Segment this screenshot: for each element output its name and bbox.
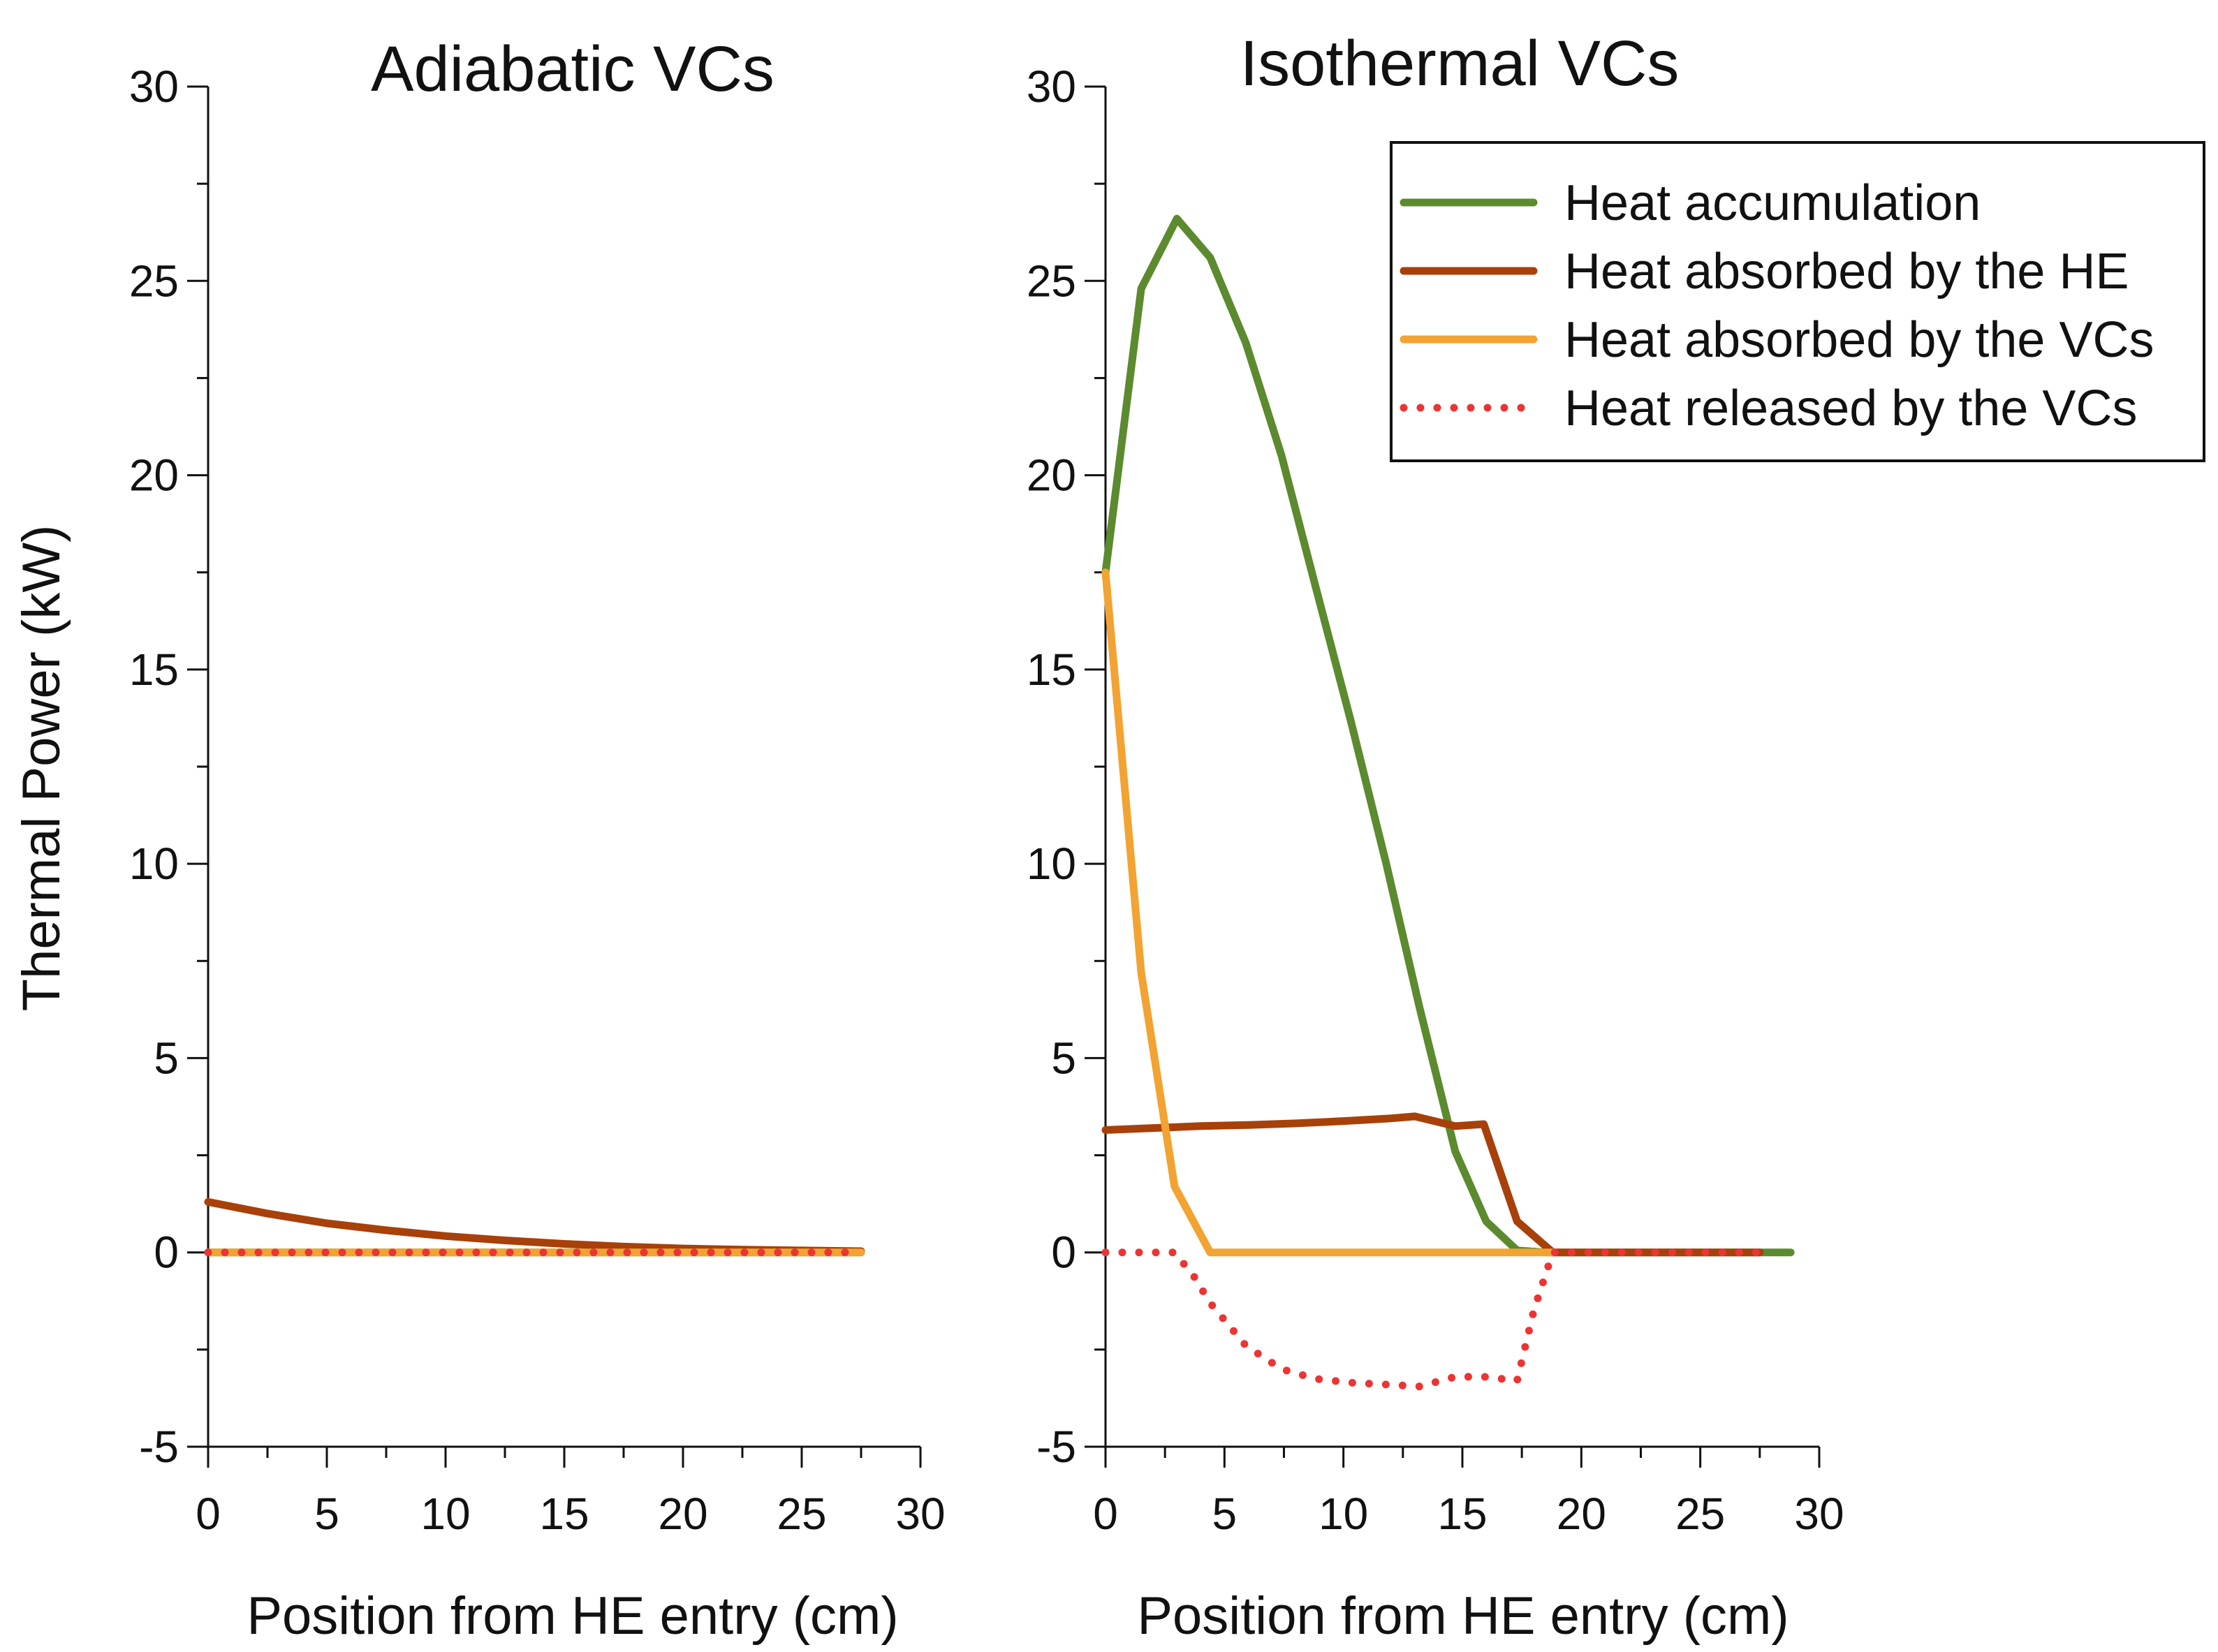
y-tick-label: 5 [154,1033,179,1083]
y-tick-label: 25 [129,256,179,306]
y-tick-label: 10 [1027,839,1076,889]
legend-label: Heat absorbed by the VCs [1564,312,2154,368]
y-tick-label: -5 [139,1422,179,1472]
y-tick-label: 5 [1051,1033,1076,1083]
y-tick-label: 25 [1027,256,1076,306]
x-tick-label: 15 [539,1489,589,1539]
series-line-heat-absorbed-he [204,1197,865,1255]
y-tick-label: 20 [1027,450,1076,501]
legend: Heat accumulation Heat absorbed by the HE… [1390,141,2205,462]
legend-label: Heat released by the VCs [1564,381,2137,436]
y-tick-label: 15 [129,644,179,695]
y-tick-label: 30 [1027,61,1076,112]
legend-entries: Heat accumulation Heat absorbed by the HE… [1400,175,2154,436]
y-tick-label: 20 [129,450,179,501]
x-tick-label: 25 [777,1489,826,1539]
y-tick-label: 15 [1027,644,1076,695]
series-line-heat-absorbed-he [1101,1112,1764,1257]
y-tick-label: 30 [129,61,179,112]
panel-isothermal: Isothermal VCs Position from HE entry (c… [1027,28,1844,1646]
y-tick-label: 0 [154,1227,179,1278]
y-axis-label: Thermal Power (kW) [12,525,71,1012]
series-line-heat-absorbed-vcs [1101,568,1557,1257]
x-axis-label: Position from HE entry (cm) [247,1586,898,1646]
legend-box [1390,141,2205,462]
x-tick-label: 0 [1093,1489,1118,1539]
x-tick-label: 20 [1557,1489,1606,1539]
x-tick-label: 30 [895,1489,945,1539]
y-tick-label: 0 [1051,1227,1076,1278]
x-tick-label: 5 [314,1489,339,1539]
x-tick-label: 30 [1794,1489,1844,1539]
x-tick-label: 0 [196,1489,221,1539]
x-tick-label: 25 [1675,1489,1725,1539]
x-tick-label: 10 [1319,1489,1368,1539]
panel-title: Adiabatic VCs [371,34,774,105]
x-axis-label: Position from HE entry (cm) [1137,1586,1789,1646]
x-tick-label: 10 [420,1489,470,1539]
panel-title: Isothermal VCs [1240,28,1680,99]
legend-label: Heat absorbed by the HE [1564,244,2129,300]
y-tick-label: -5 [1036,1422,1076,1472]
x-tick-label: 15 [1437,1489,1487,1539]
legend-label: Heat accumulation [1564,175,1981,231]
x-tick-label: 5 [1212,1489,1237,1539]
y-tick-label: 10 [129,839,179,889]
panel-adiabatic: Adiabatic VCs Position from HE entry (cm… [129,34,946,1646]
x-tick-label: 20 [658,1489,707,1539]
series-line-heat-released-vcs [1101,1248,1764,1391]
